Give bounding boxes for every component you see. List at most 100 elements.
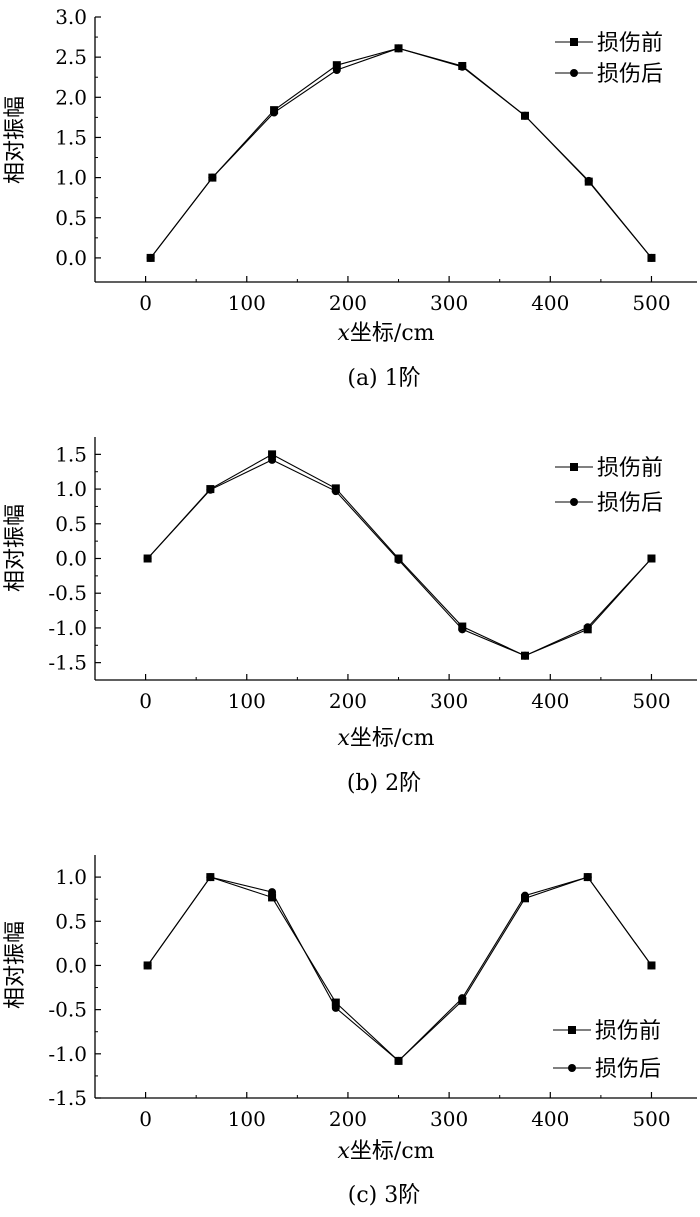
x-tick-label: 300 (430, 689, 468, 713)
data-point (521, 651, 529, 660)
legend-marker (570, 498, 578, 506)
y-axis-title: 相对振幅 (3, 96, 28, 184)
data-point (268, 455, 277, 464)
data-point (143, 961, 152, 970)
panel-caption: (a) 1阶 (347, 366, 420, 391)
x-tick-label: 0 (139, 689, 152, 713)
x-tick-label: 500 (632, 1107, 670, 1131)
data-point (332, 66, 341, 74)
y-tick-label: 2.0 (55, 85, 87, 109)
data-point (394, 44, 403, 53)
data-point (394, 1056, 403, 1065)
data-point (647, 554, 656, 563)
data-point (583, 623, 592, 632)
x-axis-title: x坐标/cm (337, 1139, 434, 1164)
data-point (394, 555, 403, 564)
legend-marker (568, 1026, 576, 1034)
x-axis-title: x坐标/cm (337, 726, 434, 751)
data-point (458, 62, 467, 71)
data-point (270, 108, 279, 117)
x-tick-label: 400 (531, 689, 569, 713)
legend-marker (570, 463, 578, 471)
y-tick-label: -1.5 (48, 651, 87, 675)
legend-marker (570, 69, 578, 77)
data-point (331, 998, 340, 1007)
x-axis-title-variable: x (337, 1139, 350, 1164)
legend-label: 损伤后 (597, 491, 663, 516)
x-tick-label: 200 (329, 291, 367, 315)
series-after-damage (143, 873, 656, 1065)
data-point (331, 1003, 340, 1012)
y-tick-label: 0.0 (55, 246, 87, 270)
x-tick-label: 300 (430, 291, 468, 315)
data-point (458, 625, 467, 634)
y-tick-label: 1.5 (55, 442, 87, 466)
y-tick-label: 1.5 (55, 125, 87, 149)
x-tick-label: 200 (329, 689, 367, 713)
legend-marker (570, 38, 578, 46)
y-tick-label: 2.5 (55, 45, 87, 69)
y-tick-label: -1.0 (48, 1042, 87, 1066)
x-tick-label: 500 (632, 291, 670, 315)
series-line (150, 47, 652, 259)
data-point (647, 253, 656, 262)
data-point (146, 253, 155, 262)
x-tick-label: 100 (228, 689, 266, 713)
x-axis-title-variable: x (337, 321, 350, 346)
series-before-damage (143, 450, 656, 660)
data-point (521, 111, 529, 120)
y-tick-label: 0.0 (55, 953, 87, 977)
data-point (143, 554, 152, 563)
x-tick-label: 500 (632, 689, 670, 713)
data-point (647, 961, 656, 970)
series-after-damage (143, 455, 656, 660)
y-tick-label: -0.5 (48, 581, 87, 605)
legend-label: 损伤后 (595, 1057, 661, 1082)
chart-panel-3: -1.5 -1.0 -0.5 0.0 0.5 1.0 0 100 200 300 400 500 损伤前… (3, 855, 697, 1208)
y-tick-label: 0.5 (55, 206, 87, 230)
y-tick-label: 3.0 (55, 5, 87, 29)
legend-marker (568, 1064, 576, 1072)
panel-caption: (b) 2阶 (347, 771, 421, 796)
x-axis-title-variable: x (337, 726, 350, 751)
y-tick-label: -1.0 (48, 616, 87, 640)
panel-caption: (c) 3阶 (348, 1183, 420, 1208)
chart-panel-2: -1.5 -1.0 -0.5 0.0 0.5 1.0 1.5 0 100 200 300 400 500… (3, 437, 697, 796)
y-tick-label: -0.5 (48, 998, 87, 1022)
data-point (458, 994, 467, 1003)
series-line (150, 47, 652, 259)
series-before-damage (143, 873, 656, 1065)
x-tick-label: 100 (228, 291, 266, 315)
x-tick-label: 0 (139, 1107, 152, 1131)
y-tick-label: -1.5 (48, 1086, 87, 1110)
data-point (331, 487, 340, 496)
x-tick-label: 200 (329, 1107, 367, 1131)
data-point (584, 176, 593, 185)
y-tick-label: 1.0 (55, 865, 87, 889)
data-point (206, 873, 215, 882)
data-point (521, 891, 529, 900)
y-tick-label: 1.0 (55, 477, 87, 501)
x-tick-label: 300 (430, 1107, 468, 1131)
series-before-damage (146, 44, 656, 262)
x-axis-title: x坐标/cm (337, 321, 434, 346)
series-after-damage (146, 44, 656, 262)
x-tick-label: 100 (228, 1107, 266, 1131)
x-axis-title-unit: 坐标/cm (350, 321, 435, 346)
legend-label: 损伤前 (597, 31, 663, 56)
data-point (332, 61, 341, 70)
data-point (583, 873, 592, 882)
data-point (268, 888, 277, 897)
data-point (268, 893, 277, 902)
y-axis-title: 相对振幅 (3, 921, 28, 1009)
y-tick-label: 0.5 (55, 909, 87, 933)
y-tick-label: 1.0 (55, 166, 87, 190)
y-axis-title: 相对振幅 (3, 504, 28, 592)
x-tick-label: 400 (531, 1107, 569, 1131)
x-tick-label: 400 (531, 291, 569, 315)
data-point (208, 173, 217, 182)
